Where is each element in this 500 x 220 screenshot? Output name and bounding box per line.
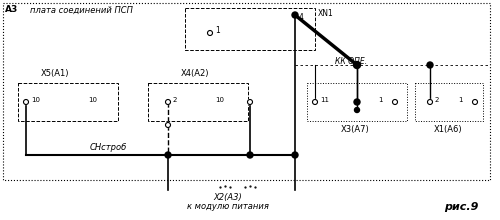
Circle shape xyxy=(247,152,253,158)
Text: 2: 2 xyxy=(173,97,178,103)
Text: A3: A3 xyxy=(5,5,18,14)
Text: рис.9: рис.9 xyxy=(444,202,478,212)
Circle shape xyxy=(427,62,433,68)
Circle shape xyxy=(166,123,170,128)
Circle shape xyxy=(354,62,360,68)
Circle shape xyxy=(166,99,170,104)
Text: 1: 1 xyxy=(378,97,383,103)
Text: 11: 11 xyxy=(320,97,329,103)
Text: 1: 1 xyxy=(215,26,220,35)
Text: 10: 10 xyxy=(31,97,40,103)
Text: КК ОПЕ.: КК ОПЕ. xyxy=(335,57,367,66)
Text: 10: 10 xyxy=(215,97,224,103)
Bar xyxy=(18,83,118,121)
Text: Х2(А3): Х2(А3) xyxy=(214,193,242,202)
Circle shape xyxy=(248,99,252,104)
Circle shape xyxy=(292,12,298,18)
Circle shape xyxy=(428,99,432,104)
Text: плата соединений ПСП: плата соединений ПСП xyxy=(30,6,133,15)
Text: Х1(А6): Х1(А6) xyxy=(434,125,462,134)
Bar xyxy=(185,8,315,50)
Circle shape xyxy=(472,99,478,104)
Text: 4: 4 xyxy=(299,13,304,22)
Bar xyxy=(3,3,490,180)
Text: XN1: XN1 xyxy=(318,9,334,18)
Text: 1: 1 xyxy=(458,97,463,103)
Text: 10: 10 xyxy=(88,97,97,103)
Circle shape xyxy=(165,152,171,158)
Circle shape xyxy=(292,152,298,158)
Circle shape xyxy=(354,99,360,105)
Text: Х3(А7): Х3(А7) xyxy=(340,125,370,134)
Bar xyxy=(415,83,483,121)
Circle shape xyxy=(312,99,318,104)
Circle shape xyxy=(208,31,212,35)
Text: Х5(А1): Х5(А1) xyxy=(41,69,69,78)
Text: 2: 2 xyxy=(435,97,440,103)
Text: СНстроб: СНстроб xyxy=(90,143,127,152)
Circle shape xyxy=(354,108,360,112)
Circle shape xyxy=(24,99,28,104)
Text: к модулю питания: к модулю питания xyxy=(187,202,269,211)
Bar xyxy=(148,83,248,121)
Circle shape xyxy=(392,99,398,104)
Text: Х4(А2): Х4(А2) xyxy=(181,69,209,78)
Bar xyxy=(307,83,407,121)
